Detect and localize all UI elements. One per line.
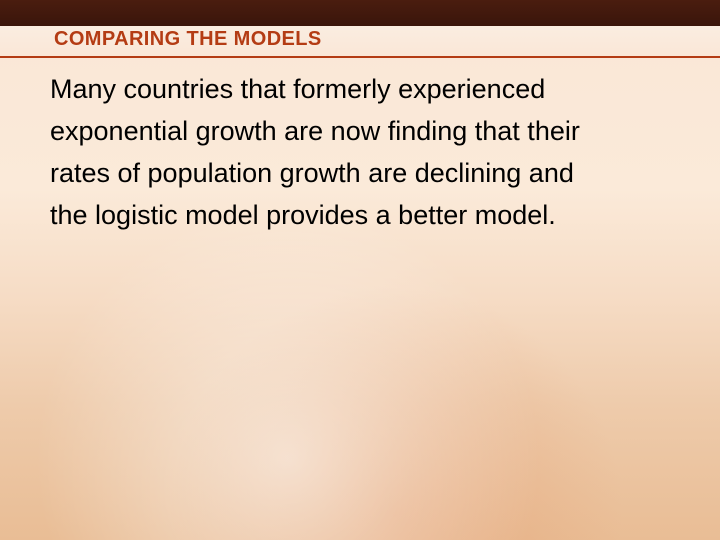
body-line: the logistic model provides a better mod… (50, 194, 680, 236)
slide-heading: COMPARING THE MODELS (54, 28, 322, 51)
slide-body: Many countries that formerly experienced… (50, 68, 680, 236)
body-line: exponential growth are now finding that … (50, 110, 680, 152)
body-line: rates of population growth are declining… (50, 152, 680, 194)
slide: COMPARING THE MODELS Many countries that… (0, 0, 720, 540)
topbar (0, 0, 720, 26)
body-line: Many countries that formerly experienced (50, 68, 680, 110)
